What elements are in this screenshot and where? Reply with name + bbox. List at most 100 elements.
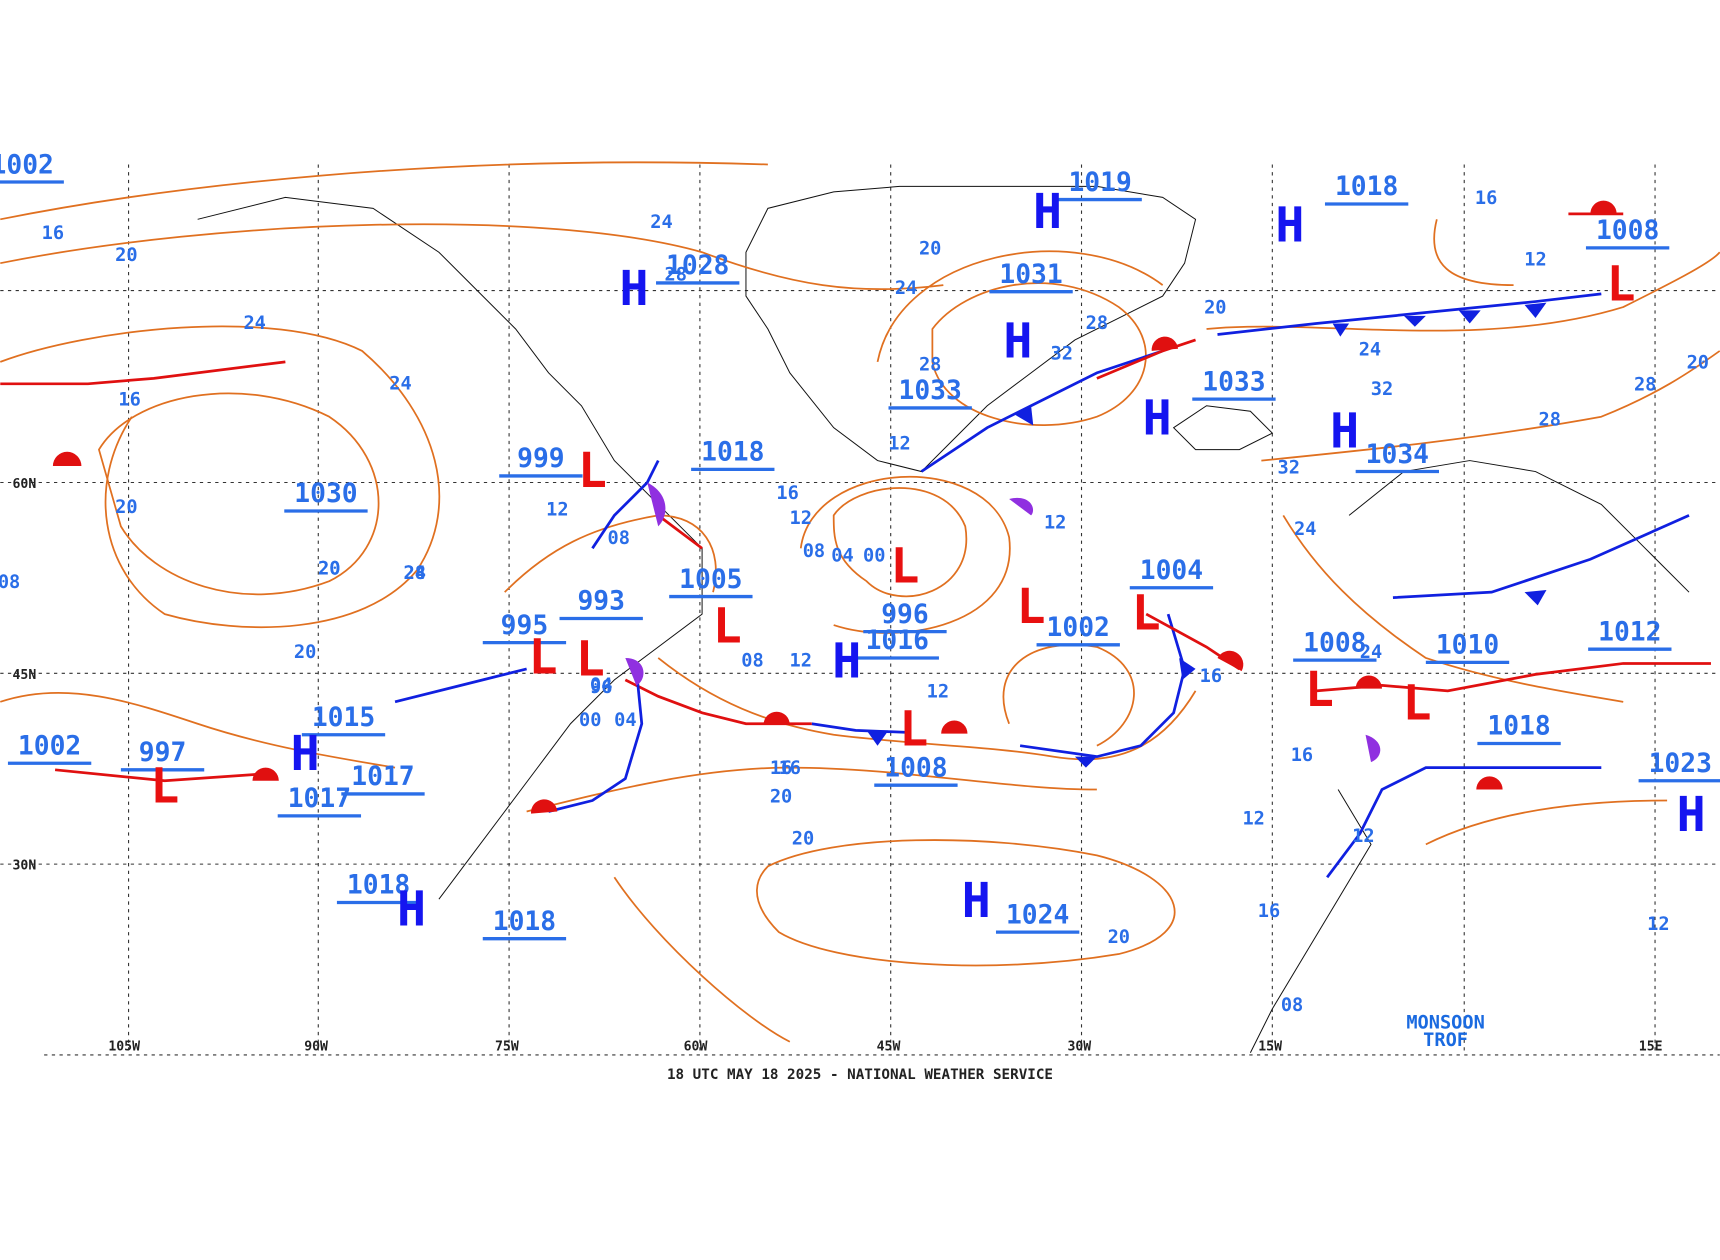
isobar-label: 24 xyxy=(1360,642,1382,663)
isobar-label: 24 xyxy=(650,212,672,233)
pressure-value: 1016 xyxy=(866,626,929,656)
low-center: L xyxy=(1132,585,1161,641)
isobar-label: 20 xyxy=(792,828,814,849)
isobar-label: 12 xyxy=(1352,826,1374,847)
isobar-label: 08 xyxy=(803,541,825,562)
isobar-label: 96 xyxy=(590,677,612,698)
high-center: H xyxy=(1330,403,1359,459)
annotation: TROF xyxy=(1423,1030,1468,1051)
latitude-label: 60N xyxy=(13,477,37,492)
isobar-label: 16 xyxy=(1475,188,1497,209)
pressure-value: 1018 xyxy=(701,438,764,468)
isobar-label: 16 xyxy=(779,758,801,779)
pressure-value: 1033 xyxy=(899,376,962,406)
pressure-value: 993 xyxy=(577,587,625,617)
isobar-label: 24 xyxy=(895,278,917,299)
pressure-value: 1017 xyxy=(351,762,414,792)
isobar-label: 28 xyxy=(919,355,941,376)
pressure-value: 1008 xyxy=(884,753,947,783)
pressure-value: 1023 xyxy=(1649,749,1712,779)
pressure-value: 1018 xyxy=(1487,712,1550,742)
grid xyxy=(0,164,1720,1056)
isobar-label: 16 xyxy=(1291,745,1313,766)
isobar-label: 08 xyxy=(608,528,630,549)
high-center: H xyxy=(1275,197,1304,253)
low-center: L xyxy=(899,702,928,758)
isobar-label: 08 xyxy=(741,651,763,672)
isobar-label: 24 xyxy=(404,563,426,584)
longitude-label: 45W xyxy=(877,1040,901,1055)
pressure-value: 999 xyxy=(517,444,565,474)
pressure-value: 1015 xyxy=(312,703,375,733)
isobar-label: 28 xyxy=(665,265,687,286)
isobar-label: 24 xyxy=(1294,519,1316,540)
isobar-label: 24 xyxy=(389,373,411,394)
isobar-label: 20 xyxy=(318,559,340,580)
fronts xyxy=(0,200,1711,879)
pressure-value: 1017 xyxy=(288,784,351,814)
isobar-label: 12 xyxy=(1524,249,1546,270)
high-center: H xyxy=(1143,390,1172,446)
isobar-label: 28 xyxy=(404,563,426,584)
isobar-label: 20 xyxy=(115,497,137,518)
low-center: L xyxy=(1403,675,1432,731)
isobar-label: 04 xyxy=(831,545,853,566)
isobar-label: 12 xyxy=(546,499,568,520)
isobar-label: 32 xyxy=(1371,379,1393,400)
pressure-value: 1018 xyxy=(1335,172,1398,202)
isobar-label: 12 xyxy=(790,508,812,529)
isobar-label: 12 xyxy=(790,651,812,672)
isobar-label: 12 xyxy=(1242,809,1264,830)
isobar-label: 04 xyxy=(614,710,636,731)
pressure-value: 1024 xyxy=(1006,900,1069,930)
pressure-value: 1005 xyxy=(679,565,742,595)
isobar-label: 20 xyxy=(919,238,941,259)
isobar-label: 32 xyxy=(1051,344,1073,365)
pressure-value: 1010 xyxy=(1436,631,1499,661)
isobar-label: 32 xyxy=(1278,458,1300,479)
high-center: H xyxy=(1003,313,1032,369)
isobar-label: 12 xyxy=(1647,914,1669,935)
isobar-label: 08 xyxy=(1281,995,1303,1016)
pressure-value: 1033 xyxy=(1202,367,1265,397)
pressure-value: 1018 xyxy=(493,907,556,937)
pressure-value: 995 xyxy=(501,611,548,641)
low-center: L xyxy=(1607,256,1636,312)
low-center: L xyxy=(578,443,607,499)
pressure-value: 1002 xyxy=(18,731,81,761)
longitude-label: 30W xyxy=(1067,1040,1091,1055)
isobar-label: 24 xyxy=(1359,339,1381,360)
footer: 18 UTC MAY 18 2025 - NATIONAL WEATHER SE… xyxy=(667,1067,1053,1083)
isobar-label: 20 xyxy=(770,787,792,808)
high-center: H xyxy=(962,873,991,929)
africa-coast xyxy=(1249,789,1372,1053)
graticule xyxy=(0,164,1720,1055)
isobar-label: 20 xyxy=(1204,298,1226,319)
isobar-label: 16 xyxy=(42,223,64,244)
longitude-label: 15W xyxy=(1258,1040,1282,1055)
isobar-label: 16 xyxy=(118,390,140,411)
pressure-value: 1002 xyxy=(1047,613,1110,643)
isobar-label: 28 xyxy=(1634,374,1656,395)
isobar-label: 24 xyxy=(243,313,265,334)
pressure-value: 1019 xyxy=(1068,168,1131,198)
high-center: H xyxy=(1677,787,1706,843)
pressure-value: 1012 xyxy=(1598,617,1661,647)
pressure-value: 1004 xyxy=(1140,556,1203,586)
pressure-value: 1002 xyxy=(0,150,54,180)
annotation: MONSOON xyxy=(1406,1013,1484,1034)
isobar-label: 20 xyxy=(1687,352,1709,373)
low-center: L xyxy=(713,599,742,655)
isobar-label: 00 xyxy=(863,545,885,566)
low-center: L xyxy=(529,629,558,685)
high-center: H xyxy=(620,261,649,317)
isobars xyxy=(0,161,1720,1043)
pressure-value: 1030 xyxy=(294,479,357,509)
pressure-value: 997 xyxy=(139,738,187,768)
high-center: H xyxy=(291,726,320,782)
pressure-value: 1031 xyxy=(999,260,1062,290)
isobar-label: 20 xyxy=(115,245,137,266)
europe-coast xyxy=(1348,460,1690,593)
longitude-label: 90W xyxy=(304,1040,328,1055)
